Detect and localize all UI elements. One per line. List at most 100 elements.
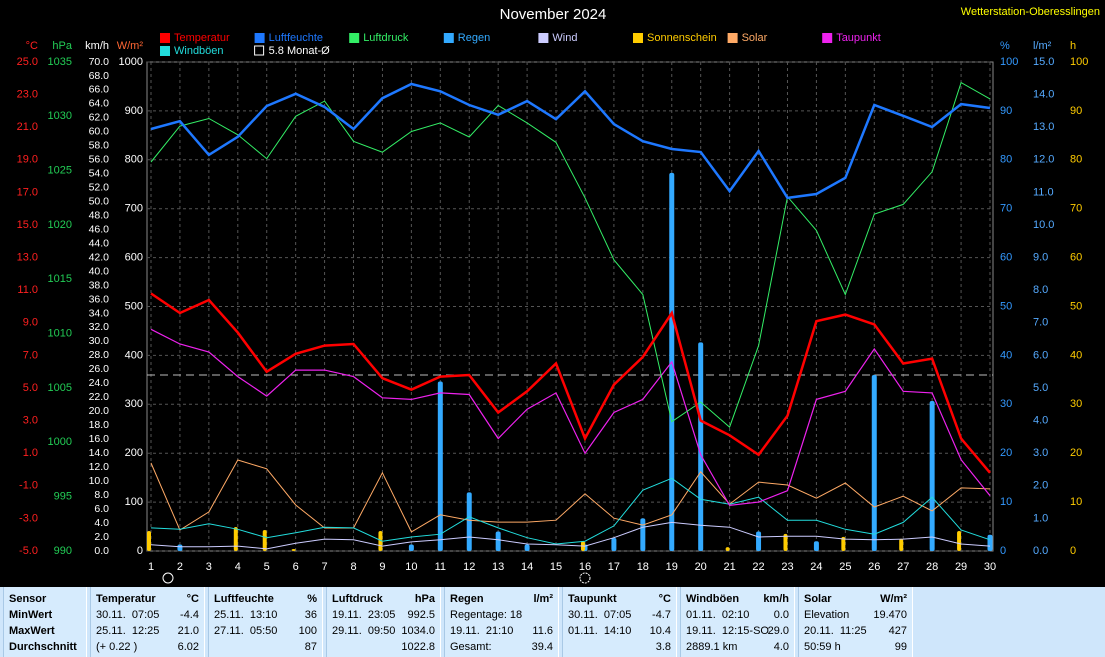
row-label: 29.11. 09:50 [332, 625, 396, 637]
axis-unit: h [1070, 40, 1076, 52]
y-tick-label: 3.0 [1033, 447, 1048, 459]
row-label: Durchschnitt [9, 641, 77, 653]
y-tick-label: 800 [125, 154, 143, 166]
y-tick-label: -3.0 [19, 512, 38, 524]
y-tick-label: 38.0 [89, 279, 110, 291]
row-value: 100 [298, 625, 317, 637]
y-tick-label: 70.0 [89, 56, 110, 68]
y-tick-label: 13.0 [17, 252, 38, 264]
y-tick-label: 50 [1070, 300, 1082, 312]
stats-column: Taupunkt °C 30.11. 07:05 -4.7 01.11. 14:10 10… [562, 587, 677, 657]
y-tick-label: 6.0 [94, 503, 109, 515]
series-line [150, 477, 991, 545]
y-tick-label: 56.0 [89, 154, 110, 166]
row-label: 19.11. 12:15-SO [686, 625, 769, 637]
y-tick-label: 9.0 [1033, 252, 1048, 264]
stats-column: Temperatur °C 30.11. 07:05 -4.4 25.11. 12:25… [90, 587, 205, 657]
legend-swatch [633, 33, 643, 43]
stats-column: Luftfeuchte% 25.11. 13:10 36 27.11. 05:50 10… [208, 587, 323, 657]
row-value: 427 [888, 625, 907, 637]
y-tick-label: 995 [54, 491, 72, 503]
legend-swatch [160, 33, 170, 43]
stats-column: Solar W/m² Elevation 19.470 20.11. 11:25 427 5… [798, 587, 913, 657]
y-tick-label: 62.0 [89, 112, 110, 124]
bar [291, 549, 296, 551]
x-tick-label: 1 [148, 561, 154, 573]
stats-column: Windböen km/h 01.11. 02:10 0.0 19.11. 12:15-… [680, 587, 795, 657]
y-tick-label: 15.0 [17, 219, 38, 231]
row-label: 27.11. 05:50 [214, 625, 278, 637]
y-tick-label: 26.0 [89, 363, 110, 375]
bar [147, 530, 151, 551]
legend-swatch [727, 33, 738, 43]
series-line [150, 81, 991, 428]
column-title: Luftdruck [332, 593, 383, 605]
row-value: 87 [304, 641, 317, 653]
x-tick-label: 6 [293, 561, 299, 573]
y-tick-label: 0 [137, 545, 143, 557]
column-title: Windböen [686, 593, 740, 605]
y-tick-label: 7.0 [23, 349, 38, 361]
y-tick-label: 21.0 [17, 121, 38, 133]
row-value: 992.5 [407, 609, 435, 621]
y-tick-label: 1000 [119, 56, 143, 68]
x-tick-label: 12 [463, 561, 475, 573]
y-tick-label: 10 [1070, 496, 1082, 508]
stats-column: Regen l/m² Regentage: 18 19.11. 21:10 11.6 Ge… [444, 587, 559, 657]
x-tick-label: 30 [984, 561, 996, 573]
y-tick-label: 7.0 [1033, 317, 1048, 329]
y-tick-label: 22.0 [89, 391, 110, 403]
x-tick-label: 15 [550, 561, 562, 573]
y-tick-label: 44.0 [89, 237, 110, 249]
row-label: 50:59 h [804, 641, 841, 653]
y-tick-label: 32.0 [89, 321, 110, 333]
y-tick-label: 90 [1070, 105, 1082, 117]
y-tick-label: 60.0 [89, 126, 110, 138]
bar [177, 544, 183, 551]
y-tick-label: -5.0 [19, 545, 38, 557]
x-tick-label: 16 [579, 561, 591, 573]
row-value: -4.7 [652, 609, 671, 621]
axis-unit: km/h [85, 40, 109, 52]
y-tick-label: 400 [125, 349, 143, 361]
y-tick-label: 100 [125, 496, 143, 508]
y-tick-label: 100 [1070, 56, 1088, 68]
x-tick-label: 28 [926, 561, 938, 573]
x-tick-label: 23 [781, 561, 793, 573]
bar [783, 533, 788, 551]
row-label: 25.11. 13:10 [214, 609, 278, 621]
row-label: 01.11. 02:10 [686, 609, 750, 621]
row-value: 36 [304, 609, 317, 621]
bar [841, 536, 846, 551]
y-tick-label: 1.0 [1033, 512, 1048, 524]
column-title: Taupunkt [568, 593, 617, 605]
x-tick-label: 13 [492, 561, 504, 573]
row-label: 19.11. 23:05 [332, 609, 396, 621]
y-tick-label: 70 [1070, 203, 1082, 215]
bar [813, 541, 819, 551]
y-tick-label: 80 [1000, 154, 1012, 166]
bar [899, 538, 904, 551]
y-tick-label: 20 [1070, 447, 1082, 459]
row-value: 11.6 [532, 625, 553, 637]
y-tick-label: 17.0 [17, 186, 38, 198]
y-tick-label: 25.0 [17, 56, 38, 68]
row-label: 25.11. 12:25 [96, 625, 160, 637]
y-tick-label: 4.0 [94, 517, 109, 529]
bar [524, 544, 530, 551]
x-tick-label: 8 [350, 561, 356, 573]
legend-swatch [538, 33, 549, 43]
y-tick-label: 2.0 [1033, 480, 1048, 492]
y-tick-label: 50 [1000, 300, 1012, 312]
bar [698, 342, 704, 551]
x-tick-label: 19 [666, 561, 678, 573]
x-tick-label: 24 [810, 561, 822, 573]
y-tick-label: 10.0 [1033, 219, 1054, 231]
column-title: Sensor [9, 593, 47, 605]
stats-column: Luftdruck hPa 19.11. 23:05 992.5 29.11. 09:5… [326, 587, 441, 657]
x-tick-label: 27 [897, 561, 909, 573]
moon-icon [162, 572, 174, 584]
series-line [150, 82, 991, 200]
bar [495, 531, 501, 551]
row-value: 3.8 [655, 641, 671, 653]
